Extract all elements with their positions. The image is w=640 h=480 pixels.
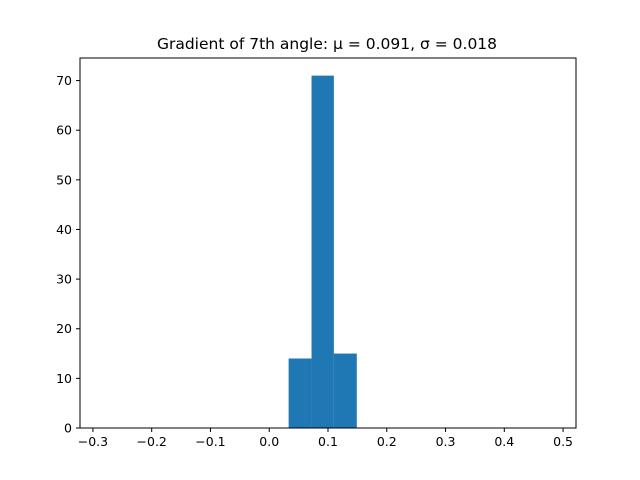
histogram-bar xyxy=(311,75,334,428)
y-tick-label: 0 xyxy=(64,421,72,436)
y-axis: 0 10 20 30 40 50 60 70 xyxy=(56,73,80,436)
x-tick-label: −0.2 xyxy=(137,434,167,449)
x-tick-label: 0.2 xyxy=(377,434,397,449)
chart-title: Gradient of 7th angle: μ = 0.091, σ = 0.… xyxy=(157,35,497,53)
x-tick-label: 0.5 xyxy=(553,434,573,449)
y-tick-label: 50 xyxy=(56,172,72,187)
histogram-bar xyxy=(288,358,312,428)
y-tick-label: 20 xyxy=(56,321,72,336)
bars-group xyxy=(288,75,357,428)
x-tick-label: −0.1 xyxy=(195,434,225,449)
x-tick-label: 0.4 xyxy=(494,434,514,449)
y-tick-label: 60 xyxy=(56,123,72,138)
x-tick-label: −0.3 xyxy=(78,434,108,449)
y-tick-label: 10 xyxy=(56,371,72,386)
x-tick-label: 0.3 xyxy=(436,434,456,449)
histogram-bar xyxy=(333,353,357,428)
y-tick-label: 30 xyxy=(56,272,72,287)
x-tick-label: 0.0 xyxy=(259,434,279,449)
plot-frame xyxy=(79,57,577,429)
y-tick-label: 70 xyxy=(56,73,72,88)
x-axis: −0.3 −0.2 −0.1 0.0 0.1 0.2 0.3 0.4 0.5 xyxy=(78,428,573,449)
x-tick-label: 0.1 xyxy=(318,434,338,449)
y-tick-label: 40 xyxy=(56,222,72,237)
